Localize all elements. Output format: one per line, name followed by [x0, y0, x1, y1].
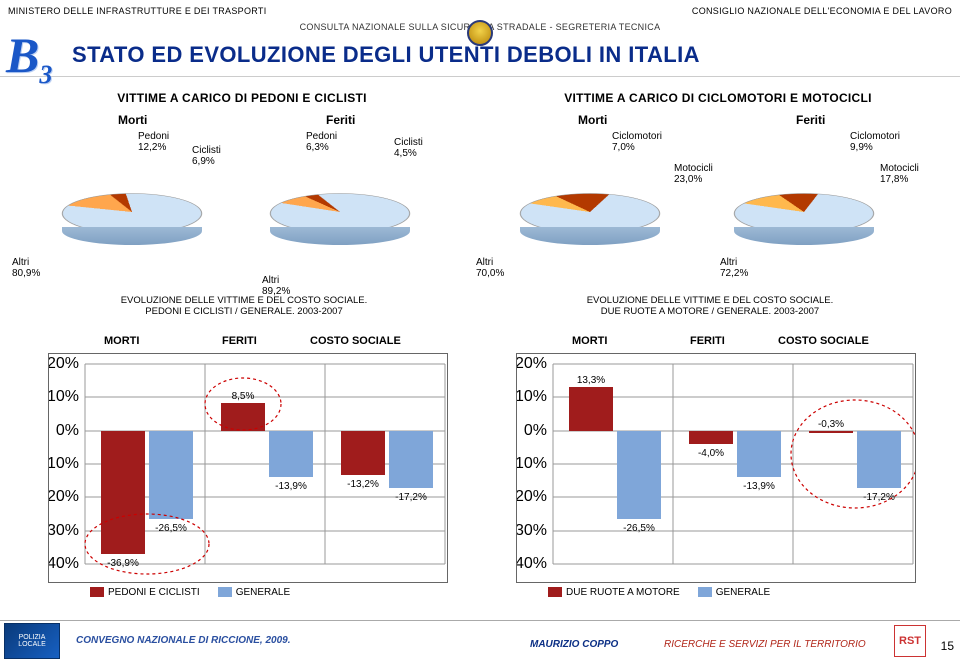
- svg-text:-26,5%: -26,5%: [155, 523, 187, 534]
- legend-cat-label: PEDONI E CICLISTI: [108, 587, 200, 598]
- svg-text:-20%: -20%: [48, 488, 79, 505]
- svg-text:-17,2%: -17,2%: [863, 492, 895, 503]
- swatch-gen: [218, 587, 232, 597]
- header: MINISTERO DELLE INFRASTRUTTURE E DEI TRA…: [0, 0, 960, 77]
- lbl-altri-feriti: Altri89,2%: [262, 275, 290, 297]
- svg-text:-10%: -10%: [48, 455, 79, 472]
- svg-text:-13,9%: -13,9%: [275, 481, 307, 492]
- left-morti-cap: Morti: [118, 113, 147, 127]
- right-col-f: FERITI: [690, 335, 725, 347]
- lbl-ciclo-morti: Ciclomotori7,0%: [612, 131, 662, 153]
- svg-text:-0,3%: -0,3%: [818, 419, 844, 430]
- svg-text:-30%: -30%: [48, 522, 79, 539]
- svg-text:10%: 10%: [516, 388, 547, 405]
- lbl-moto-feriti: Motocicli17,8%: [880, 163, 919, 185]
- lbl-altri-feriti-r: Altri72,2%: [720, 257, 748, 279]
- swatch-cat: [90, 587, 104, 597]
- pie-right-feriti-side: [734, 227, 874, 245]
- footer-company: RICERCHE E SERVIZI PER IL TERRITORIO: [664, 639, 866, 650]
- legend-cat: PEDONI E CICLISTI: [90, 587, 200, 598]
- svg-text:-10%: -10%: [516, 455, 547, 472]
- lbl-pedoni-morti: Pedoni12,2%: [138, 131, 169, 153]
- svg-text:-13,9%: -13,9%: [743, 481, 775, 492]
- legend-gen-r: GENERALE: [698, 587, 770, 598]
- legend-cat-label-r: DUE RUOTE A MOTORE: [566, 587, 680, 598]
- left-col-m: MORTI: [104, 335, 139, 347]
- left-col-f: FERITI: [222, 335, 257, 347]
- svg-text:-36,9%: -36,9%: [107, 558, 139, 569]
- svg-text:-40%: -40%: [48, 555, 79, 572]
- lbl-ciclisti-feriti: Ciclisti4,5%: [394, 137, 423, 159]
- bar-costo-gen: [389, 431, 433, 488]
- legend-cat-r: DUE RUOTE A MOTORE: [548, 587, 680, 598]
- rst-logo-badge: RST: [894, 625, 926, 657]
- svg-text:8,5%: 8,5%: [232, 391, 255, 402]
- lbl-ciclisti-morti: Ciclisti6,9%: [192, 145, 221, 167]
- right-feriti-cap: Feriti: [796, 113, 825, 127]
- footer-convention: CONVEGNO NAZIONALE DI RICCIONE, 2009.: [76, 635, 290, 646]
- svg-text:-40%: -40%: [516, 555, 547, 572]
- svg-text:10%: 10%: [48, 388, 79, 405]
- header-right: CONSIGLIO NAZIONALE DELL'ECONOMIA E DEL …: [692, 6, 952, 16]
- lbl-altri-morti: Altri80,9%: [12, 257, 40, 279]
- right-evol-title: EVOLUZIONE DELLE VITTIME E DEL COSTO SOC…: [540, 295, 880, 317]
- left-feriti-cap: Feriti: [326, 113, 355, 127]
- left-legend: PEDONI E CICLISTI GENERALE: [90, 587, 290, 598]
- svg-text:-13,2%: -13,2%: [347, 479, 379, 490]
- svg-text:-17,2%: -17,2%: [395, 492, 427, 503]
- right-bar-chart: 20% 10% 0% -10% -20% -30% -40% 13,3% -26…: [516, 353, 916, 583]
- svg-text:0%: 0%: [56, 422, 79, 439]
- swatch-gen-r: [698, 587, 712, 597]
- police-logo-badge: POLIZIALOCALE: [4, 623, 60, 659]
- right-col-c: COSTO SOCIALE: [778, 335, 869, 347]
- svg-text:20%: 20%: [516, 355, 547, 372]
- bar-costo-cat-r: [809, 431, 853, 433]
- svg-text:0%: 0%: [524, 422, 547, 439]
- code-letter-text: B: [6, 27, 39, 83]
- main: VITTIME A CARICO DI PEDONI E CICLISTI Mo…: [0, 77, 960, 617]
- svg-text:-30%: -30%: [516, 522, 547, 539]
- pie-right-morti-side: [520, 227, 660, 245]
- left-bar-chart: 20% 10% 0% -10% -20% -30% -40% -36,9% -2…: [48, 353, 448, 583]
- legend-gen-label-r: GENERALE: [716, 587, 770, 598]
- svg-text:13,3%: 13,3%: [577, 375, 605, 386]
- svg-text:-4,0%: -4,0%: [698, 448, 724, 459]
- lbl-pedoni-feriti: Pedoni6,3%: [306, 131, 337, 153]
- legend-gen-label: GENERALE: [236, 587, 290, 598]
- bar-feriti-cat-r: [689, 431, 733, 444]
- pie-left-morti-side: [62, 227, 202, 245]
- left-col-c: COSTO SOCIALE: [310, 335, 401, 347]
- svg-text:-26,5%: -26,5%: [623, 523, 655, 534]
- lbl-ciclo-feriti: Ciclomotori9,9%: [850, 131, 900, 153]
- bar-morti-cat: [101, 431, 145, 554]
- left-group-title: VITTIME A CARICO DI PEDONI E CICLISTI: [62, 91, 422, 105]
- bar-morti-gen: [149, 431, 193, 519]
- bar-morti-cat-r: [569, 387, 613, 431]
- lbl-moto-morti: Motocicli23,0%: [674, 163, 713, 185]
- swatch-cat-r: [548, 587, 562, 597]
- bar-costo-cat: [341, 431, 385, 475]
- pie-left-feriti-side: [270, 227, 410, 245]
- right-morti-cap: Morti: [578, 113, 607, 127]
- footer: POLIZIALOCALE CONVEGNO NAZIONALE DI RICC…: [0, 620, 960, 661]
- svg-text:-20%: -20%: [516, 488, 547, 505]
- right-group-title: VITTIME A CARICO DI CICLOMOTORI E MOTOCI…: [508, 91, 928, 105]
- slide-title: STATO ED EVOLUZIONE DEGLI UTENTI DEBOLI …: [72, 42, 700, 68]
- svg-text:20%: 20%: [48, 355, 79, 372]
- left-evol-title: EVOLUZIONE DELLE VITTIME E DEL COSTO SOC…: [74, 295, 414, 317]
- bar-morti-gen-r: [617, 431, 661, 519]
- right-legend: DUE RUOTE A MOTORE GENERALE: [548, 587, 770, 598]
- bar-feriti-gen-r: [737, 431, 781, 477]
- footer-page: 15: [941, 639, 954, 653]
- lbl-altri-morti-r: Altri70,0%: [476, 257, 504, 279]
- bar-costo-gen-r: [857, 431, 901, 488]
- legend-gen: GENERALE: [218, 587, 290, 598]
- header-left: MINISTERO DELLE INFRASTRUTTURE E DEI TRA…: [8, 6, 267, 16]
- footer-author: MAURIZIO COPPO: [530, 639, 618, 650]
- right-col-m: MORTI: [572, 335, 607, 347]
- bar-feriti-gen: [269, 431, 313, 477]
- bar-feriti-cat: [221, 403, 265, 431]
